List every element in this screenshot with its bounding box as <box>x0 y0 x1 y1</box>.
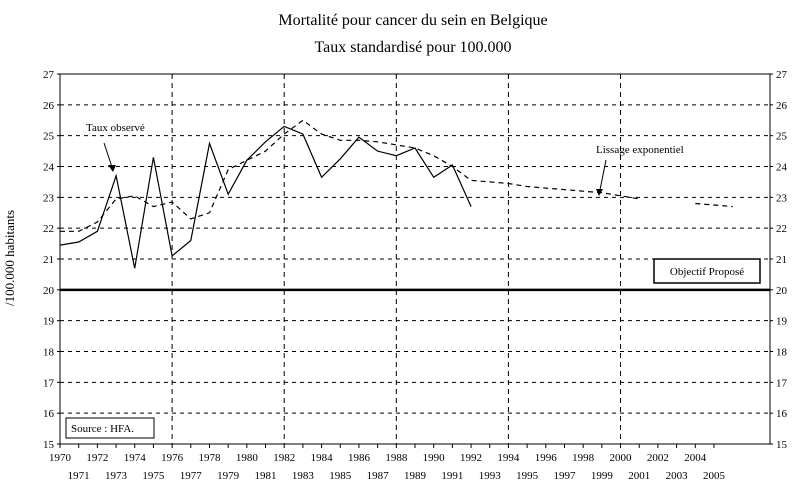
x-tick-label: 1992 <box>460 452 482 464</box>
y-tick-label-right: 17 <box>776 377 788 389</box>
x-tick-label: 1997 <box>553 470 576 482</box>
y-tick-label: 17 <box>43 377 55 389</box>
y-tick-label: 19 <box>43 316 55 328</box>
smoothing-annotation: Lissage exponentiel <box>596 144 684 156</box>
y-tick-label-right: 27 <box>776 69 788 81</box>
y-tick-label-right: 23 <box>776 192 788 204</box>
series-layer <box>59 119 733 269</box>
x-tick-label: 1977 <box>180 470 203 482</box>
y-tick-label-right: 19 <box>776 316 788 328</box>
x-tick-label: 1991 <box>441 470 463 482</box>
x-tick-label: 1982 <box>273 452 295 464</box>
y-tick-label: 26 <box>43 100 55 112</box>
x-tick-label: 1979 <box>217 470 240 482</box>
x-tick-label: 2002 <box>647 452 669 464</box>
y-tick-label: 25 <box>43 131 55 143</box>
x-tick-label: 1999 <box>591 470 614 482</box>
y-tick-label: 24 <box>43 162 55 174</box>
x-tick-label: 1998 <box>572 452 595 464</box>
y-tick-label: 21 <box>43 254 54 266</box>
x-tick-label: 2000 <box>610 452 633 464</box>
y-tick-label-right: 16 <box>776 408 788 420</box>
x-tick-label: 1988 <box>385 452 408 464</box>
x-tick-label: 1995 <box>516 470 539 482</box>
x-tick-label: 1994 <box>497 452 520 464</box>
grid <box>60 74 770 444</box>
y-tick-label: 16 <box>43 408 55 420</box>
chart-subtitle: Taux standardisé pour 100.000 <box>314 39 511 56</box>
chart-title: Mortalité pour cancer du sein en Belgiqu… <box>278 12 547 29</box>
source-note: Source : HFA. <box>71 423 134 435</box>
observed-annotation: Taux observé <box>86 122 145 134</box>
observed-arrow <box>103 142 113 168</box>
y-tick-label: 20 <box>43 285 55 297</box>
y-tick-label-right: 25 <box>776 131 788 143</box>
x-tick-label: 2004 <box>684 452 707 464</box>
x-tick-label: 1985 <box>329 470 352 482</box>
x-tick-label: 1978 <box>198 452 221 464</box>
x-tick-label: 1984 <box>311 452 334 464</box>
x-tick-label: 2001 <box>628 470 650 482</box>
y-tick-label-right: 21 <box>776 254 787 266</box>
x-tick-label: 1976 <box>161 452 184 464</box>
x-tick-label: 1989 <box>404 470 427 482</box>
y-tick-label-right: 26 <box>776 100 788 112</box>
x-tick-label: 1990 <box>423 452 446 464</box>
x-tick-label: 1987 <box>367 470 390 482</box>
y-tick-label-right: 20 <box>776 285 788 297</box>
target-label: Objectif Proposé <box>670 266 744 278</box>
x-tick-label: 1980 <box>236 452 259 464</box>
y-tick-label: 15 <box>43 439 55 451</box>
x-tick-label: 2003 <box>666 470 689 482</box>
observed-arrowhead <box>108 165 116 172</box>
x-tick-label: 1974 <box>124 452 147 464</box>
y-tick-label: 22 <box>43 223 54 235</box>
y-tick-label: 18 <box>43 347 55 359</box>
series-line-2 <box>60 119 640 232</box>
x-tick-label: 1970 <box>49 452 72 464</box>
smoothing-arrowhead <box>596 189 603 196</box>
y-tick-label: 27 <box>43 69 55 81</box>
x-tick-label: 1973 <box>105 470 128 482</box>
series-line-1 <box>59 125 472 269</box>
source-box: Source : HFA. <box>65 417 155 439</box>
x-tick-label: 1981 <box>255 470 277 482</box>
y-tick-label-right: 15 <box>776 439 788 451</box>
target-label-box: Objectif Proposé <box>653 258 761 284</box>
y-tick-labels: 15 15 16 16 17 17 18 18 19 19 20 20 21 21 22 22 23 23 24 24… <box>43 69 788 451</box>
x-tick-label: 1972 <box>86 452 108 464</box>
x-tick-label: 1983 <box>292 470 315 482</box>
y-tick-label: 23 <box>43 192 55 204</box>
x-tick-label: 1996 <box>535 452 558 464</box>
x-tick-labels: 1970 1971 1972 1973 1974 1975 1976 1977 1978 1979… <box>49 444 725 482</box>
series-line-3 <box>695 202 733 208</box>
x-tick-label: 1975 <box>142 470 165 482</box>
y-axis-label: /100.000 habitants <box>2 210 17 306</box>
x-tick-label: 1971 <box>68 470 90 482</box>
x-tick-label: 2005 <box>703 470 726 482</box>
y-tick-label-right: 24 <box>776 162 788 174</box>
y-tick-label-right: 22 <box>776 223 787 235</box>
x-tick-label: 1993 <box>479 470 502 482</box>
y-tick-label-right: 18 <box>776 347 788 359</box>
smoothing-arrow <box>599 159 607 191</box>
x-tick-label: 1986 <box>348 452 371 464</box>
